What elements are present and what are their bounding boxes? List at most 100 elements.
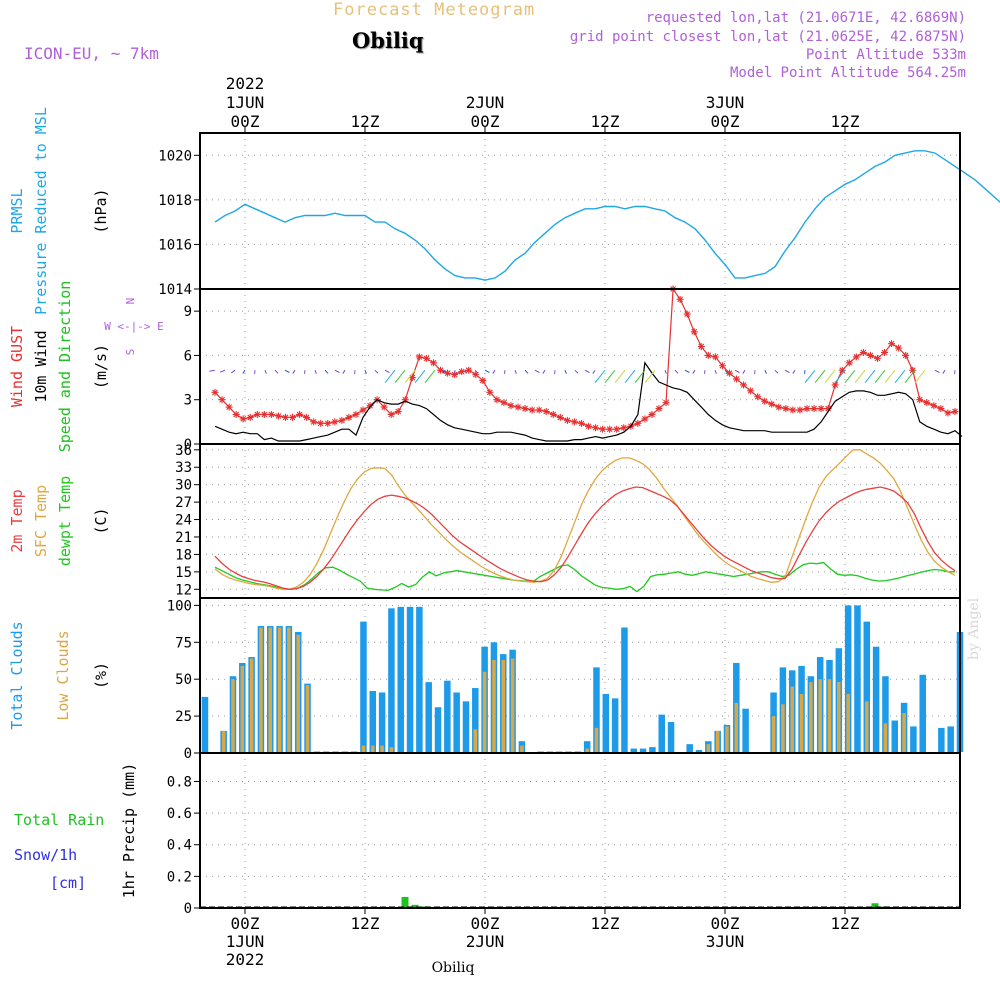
low-cloud-bar [482,671,487,752]
rain-bar [401,896,409,908]
total-cloud-bar [388,608,395,752]
gust-point [768,400,776,408]
low-cloud-bar [771,716,776,752]
top-xtick-label: 00Z [711,112,740,131]
gust-point [303,413,311,421]
wind-direction-arrow [384,369,390,374]
gust-point [641,415,649,423]
bottom-xtick-label: 00Z [711,914,740,933]
wind-direction-arrow [594,369,606,384]
gust-point [380,403,388,411]
gust-point [359,406,367,414]
low-cloud-bar [846,693,850,752]
gust-point [289,413,297,421]
wind-direction-arrow [564,370,567,374]
gust-point [479,377,487,385]
wind-direction-arrow [614,369,626,384]
gust-point [514,403,522,411]
total-cloud-bar [602,693,610,752]
wind-direction-arrow [904,369,916,384]
temperature-ytick-label: 15 [175,565,192,581]
pressure-line [214,150,1000,281]
gust-point [937,405,945,413]
wind-direction-arrow [814,369,826,384]
gust-point [267,410,275,418]
gust-point [711,353,719,361]
wind-direction-arrow [824,369,836,384]
clouds-unit: (%) [92,662,110,689]
low-cloud-bar [734,702,739,752]
wind-ylabel: Wind GUST [8,326,26,407]
gust-point [676,295,684,303]
low-cloud-bar [594,727,599,752]
gust-point [606,425,614,433]
clouds-ytick-label: 50 [175,672,192,688]
wind-direction-arrow [324,369,329,374]
wind-direction-arrow [474,369,479,374]
gust-point [345,413,353,421]
gust-point [810,405,818,413]
gust-point [747,387,755,395]
low-cloud-bar [865,701,869,752]
gust-point [662,399,670,407]
total-cloud-bar [872,646,880,752]
compass-north: N [124,298,137,305]
grid-point-coordinates: grid point closest lon,lat (21.0625E, 42… [569,29,966,45]
wind-direction-arrow [942,369,946,374]
total-cloud-bar [425,682,432,752]
pressure-ylabel: PRMSL [8,188,26,233]
gust-point [317,419,325,427]
top-xtick-label: 12Z [831,112,860,131]
total-cloud-bar [910,726,917,752]
low-cloud-bar [725,726,729,752]
low-cloud-bar [277,627,282,752]
gust-point [592,424,600,432]
total-cloud-bar [378,692,386,752]
temperature-ytick-label: 12 [175,582,192,598]
bottom-xtick-label: 12Z [351,914,380,933]
total-cloud-bar [938,727,945,752]
gust-point [873,354,881,362]
low-cloud-bar [837,682,841,752]
wind-direction-arrow [914,369,926,384]
low-cloud-bar [790,686,794,752]
wind-direction-arrow [804,369,816,384]
precip-ytick-label: 0 [184,901,192,917]
temp-line-2 [214,561,955,593]
low-cloud-bar [501,660,506,752]
gust-point [655,405,663,413]
gust-point [437,366,445,374]
gust-point [521,405,529,413]
pressure-ytick-label: 1020 [158,148,192,164]
total-cloud-bar [639,748,647,752]
wind-direction-arrow [534,369,540,374]
wind-direction-arrow [424,369,436,384]
gust-point [782,405,790,413]
wind-direction-arrow [492,369,496,374]
gust-point [324,419,332,427]
low-cloud-bar [287,627,291,752]
low-cloud-bar [249,658,254,752]
gust-point [260,410,268,418]
wind-direction-arrow [414,369,426,384]
wind-direction-arrow [834,369,846,384]
low-cloud-bar [799,693,804,752]
gust-point [775,403,783,411]
total-cloud-bar [406,606,414,752]
gust-point [239,415,247,423]
wind-direction-arrow [864,369,876,384]
gust-point [733,375,741,383]
gust-point [493,396,501,404]
gust-point [387,410,395,418]
wind-line [214,361,963,442]
gust-point [866,351,874,359]
wind-direction-arrow [364,370,367,374]
wind-direction-arrow [394,369,406,384]
wind-direction-arrow [854,369,866,384]
total-cloud-bar [416,606,423,752]
gust-point [218,396,226,404]
gust-point [331,418,339,426]
gust-point [888,340,896,348]
wind-direction-arrow [242,369,246,374]
